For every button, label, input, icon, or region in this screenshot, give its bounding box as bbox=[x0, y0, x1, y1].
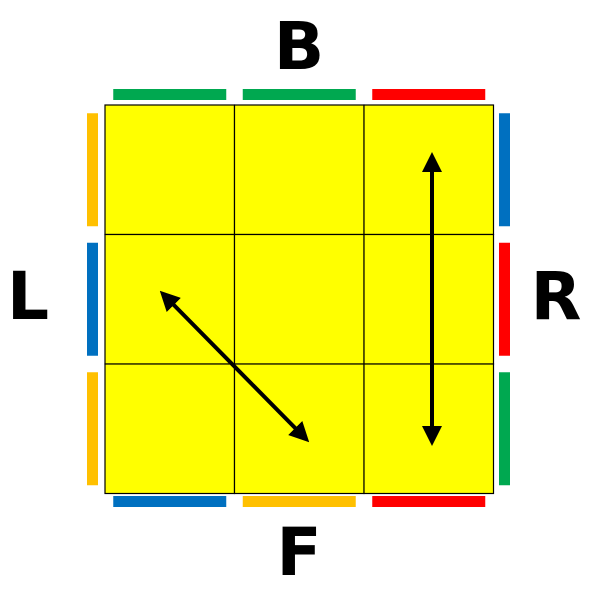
swap-arrows bbox=[159, 152, 442, 446]
top-sticker-r2-c3 bbox=[363, 233, 495, 365]
back-side-sticker-1 bbox=[113, 89, 227, 100]
left-side-sticker-2 bbox=[87, 242, 98, 356]
left-face-label: L bbox=[6, 258, 50, 335]
back-face-label: B bbox=[273, 8, 325, 85]
front-side-sticker-3 bbox=[372, 496, 486, 507]
diagonal-swap-arrow bbox=[159, 290, 310, 443]
top-sticker-r3-c1 bbox=[104, 363, 236, 495]
right-side-sticker-1 bbox=[499, 113, 510, 227]
right-face-label: R bbox=[530, 258, 582, 335]
side-stickers bbox=[87, 89, 510, 507]
left-side-sticker-1 bbox=[87, 113, 98, 227]
front-face-label: F bbox=[276, 514, 322, 591]
back-side-sticker-3 bbox=[372, 89, 486, 100]
back-side-sticker-2 bbox=[242, 89, 356, 100]
top-sticker-r2-c2 bbox=[233, 233, 365, 365]
top-sticker-r1-c2 bbox=[233, 104, 365, 236]
top-sticker-r1-c3 bbox=[363, 104, 495, 236]
left-side-sticker-3 bbox=[87, 372, 98, 486]
top-face bbox=[104, 104, 495, 495]
top-sticker-r1-c1 bbox=[104, 104, 236, 236]
right-side-sticker-3 bbox=[499, 372, 510, 486]
front-side-sticker-2 bbox=[242, 496, 356, 507]
front-side-sticker-1 bbox=[113, 496, 227, 507]
top-sticker-r3-c3 bbox=[363, 363, 495, 495]
right-side-sticker-2 bbox=[499, 242, 510, 356]
